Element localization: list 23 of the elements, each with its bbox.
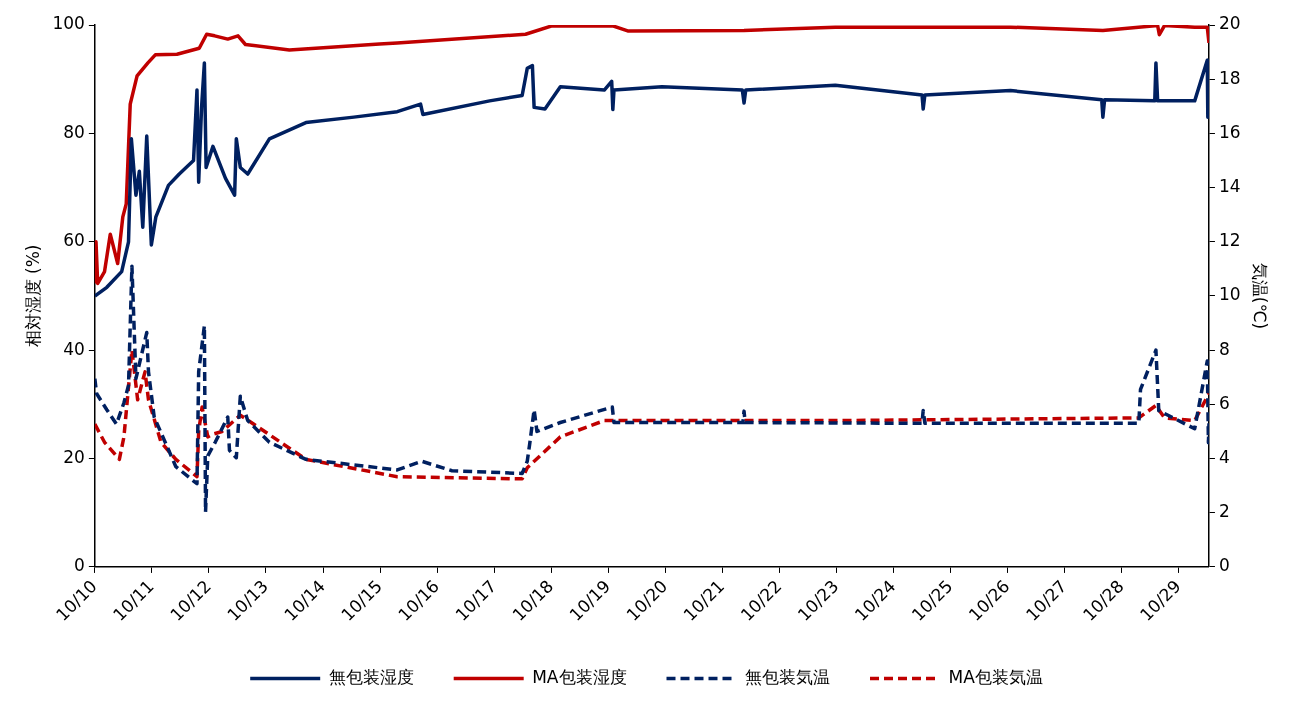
y-axis-title: 相対湿度 (%) (22, 244, 43, 348)
y2-tick-label: 20 (1218, 13, 1241, 34)
y2-tick-label: 8 (1218, 338, 1230, 359)
legend-label: 無包装湿度 (328, 666, 414, 687)
y2-tick-label: 6 (1218, 392, 1230, 413)
legend-label: MA包装気温 (948, 666, 1043, 687)
y2-tick-label: 4 (1218, 446, 1230, 467)
y2-tick-label: 0 (1218, 555, 1230, 576)
y-tick-label: 40 (63, 338, 85, 359)
legend-label: MA包装湿度 (532, 666, 627, 687)
legend-label: 無包装気温 (745, 666, 830, 687)
y2-tick-label: 12 (1218, 230, 1241, 251)
y-tick-label: 60 (63, 230, 85, 251)
y2-tick-label: 2 (1218, 501, 1230, 522)
y2-tick-label: 18 (1218, 67, 1241, 88)
y2-tick-label: 16 (1218, 121, 1241, 142)
y-tick-label: 0 (74, 555, 85, 576)
y2-axis-title: 気温(℃) (1250, 262, 1271, 330)
y-tick-label: 80 (63, 121, 85, 142)
y2-tick-label: 10 (1218, 284, 1241, 305)
y2-tick-label: 14 (1218, 176, 1241, 196)
y-tick-label: 100 (52, 13, 85, 34)
y-tick-label: 20 (63, 446, 85, 467)
